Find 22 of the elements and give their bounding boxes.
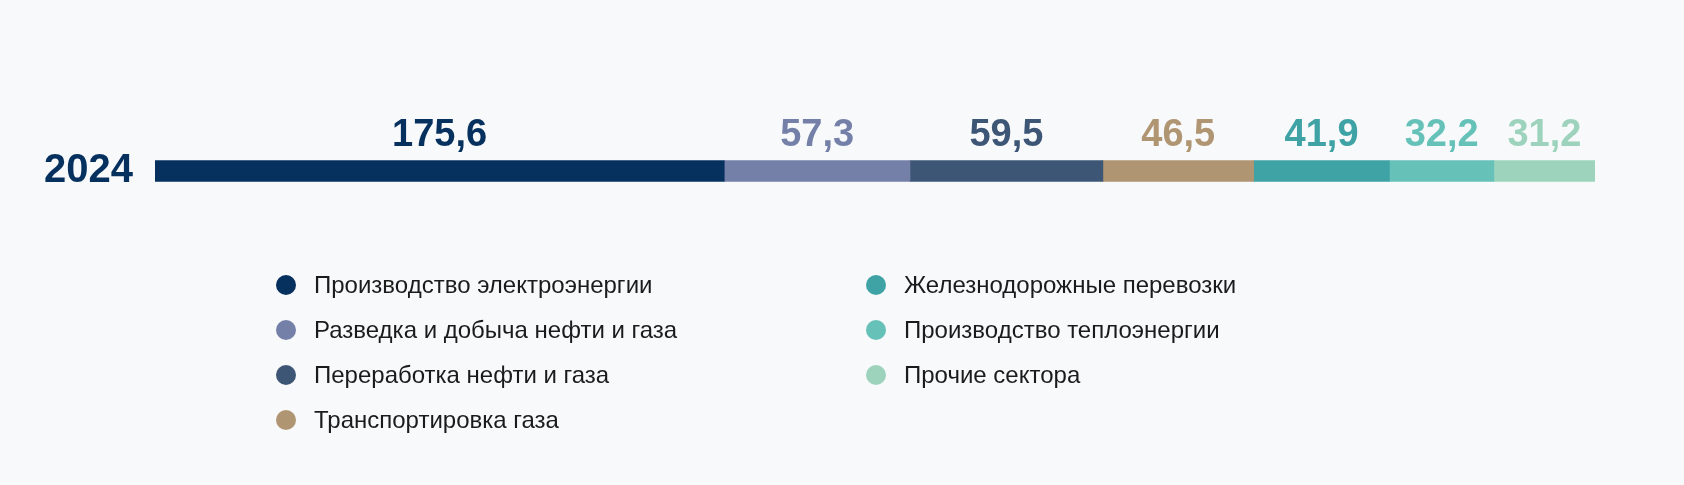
bar (1253, 160, 1390, 182)
data-label: 41,9 (1284, 112, 1359, 155)
legend-label: Прочие сектора (904, 360, 1081, 389)
bar (1493, 160, 1595, 182)
data-label: 57,3 (780, 112, 855, 155)
bar (1389, 160, 1495, 182)
legend-label: Разведка и добыча нефти и газа (314, 315, 678, 344)
data-label: 59,5 (969, 112, 1044, 155)
data-label: 46,5 (1141, 112, 1216, 155)
y-tick-label: 2024 (44, 146, 134, 191)
bar (909, 160, 1104, 182)
data-label: 175,6 (392, 112, 488, 155)
legend-label: Производство теплоэнергии (904, 315, 1220, 344)
bar (154, 160, 725, 182)
legend-label: Переработка нефти и газа (314, 360, 610, 389)
data-label: 32,2 (1404, 112, 1479, 155)
legend-label: Железнодорожные перевозки (904, 270, 1237, 299)
legend-label: Транспортировка газа (314, 405, 559, 434)
legend-label: Производство электроэнергии (314, 270, 653, 299)
data-label: 31,2 (1507, 112, 1582, 155)
bar (723, 160, 911, 182)
bar (1102, 160, 1254, 182)
